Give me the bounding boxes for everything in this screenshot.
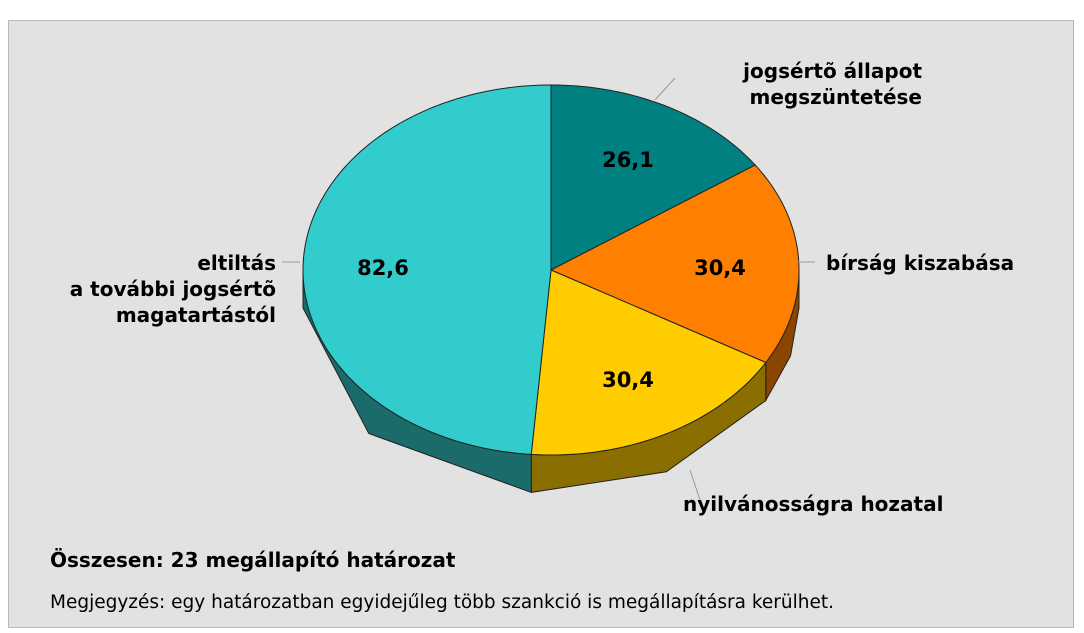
total-note: Összesen: 23 megállapító határozat	[50, 548, 456, 572]
leader-line	[654, 77, 676, 101]
slice	[550, 84, 757, 271]
slice-label: bírság kiszabása	[826, 251, 1015, 275]
slice	[302, 84, 552, 455]
leader-line	[689, 469, 701, 501]
value-label: 30,4	[694, 256, 746, 280]
slice	[530, 269, 767, 456]
slice	[549, 164, 800, 364]
value-label: 30,4	[602, 368, 654, 392]
value-label: 26,1	[602, 148, 654, 172]
footnote: Megjegyzés: egy határozatban egyidejűleg…	[50, 592, 835, 613]
slice-label: eltiltás a további jogsértõ magatartástó…	[69, 251, 276, 327]
value-label: 82,6	[357, 256, 409, 280]
slice-label: nyilvánosságra hozatal	[683, 492, 944, 516]
slice-label: jogsértõ állapot megszüntetése	[743, 59, 922, 109]
